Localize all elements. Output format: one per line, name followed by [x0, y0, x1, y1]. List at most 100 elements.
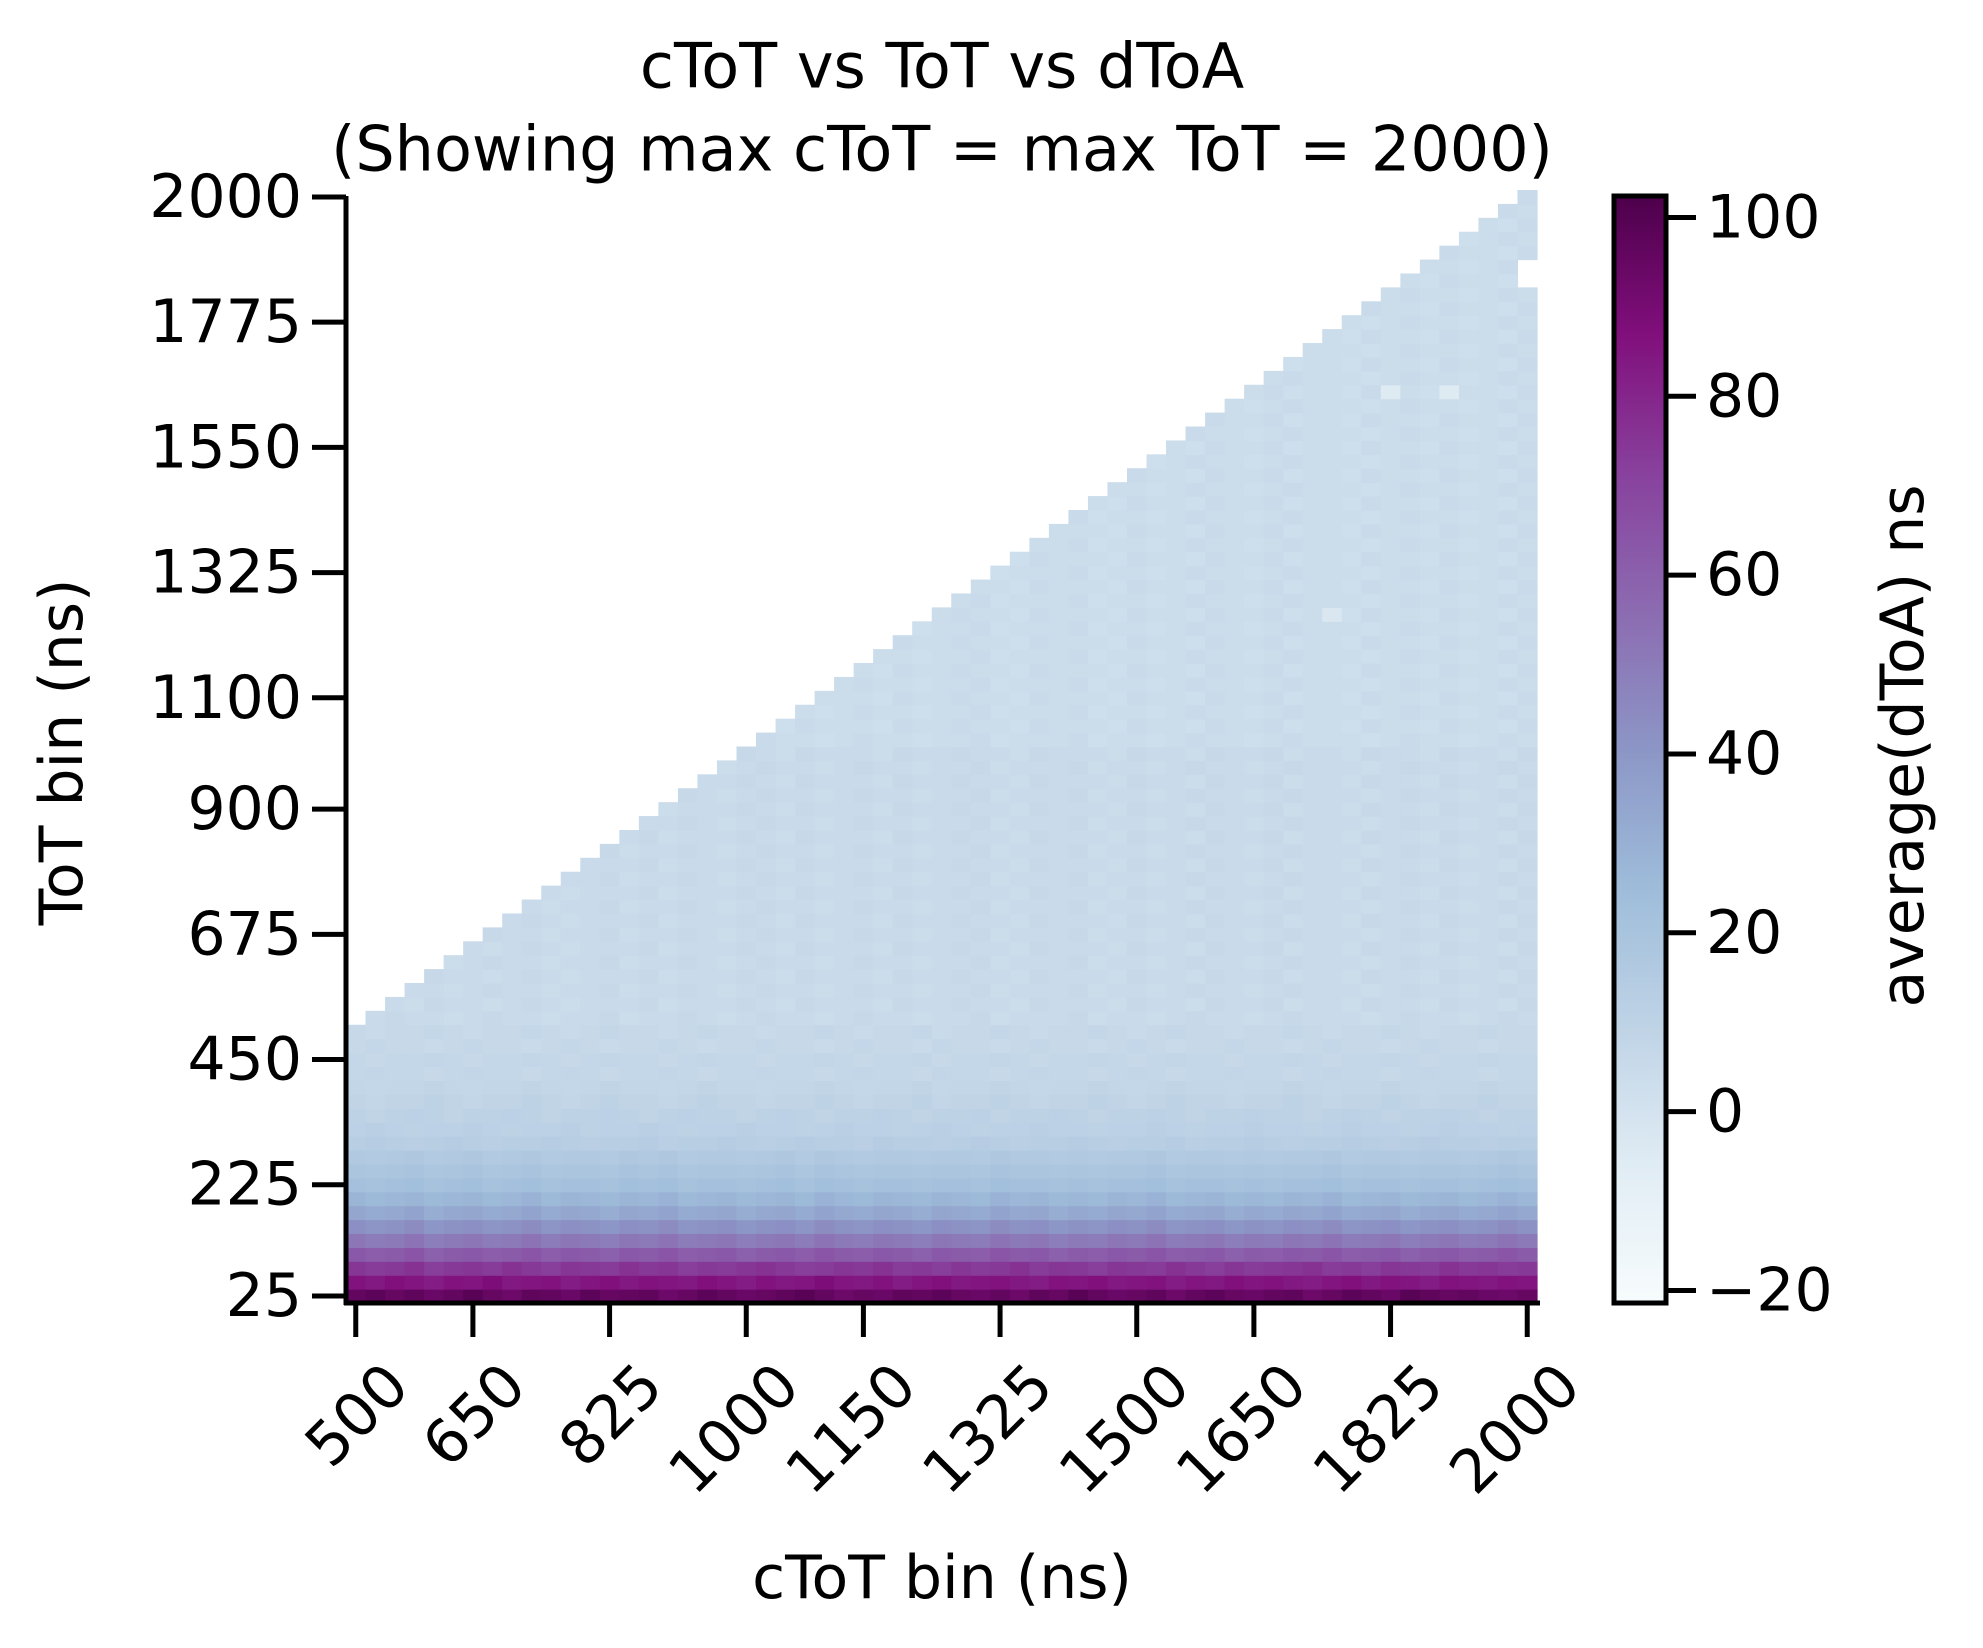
heatmap-cell [1322, 1094, 1343, 1109]
heatmap-cell [1068, 1149, 1089, 1165]
heatmap-cell [1087, 718, 1109, 734]
heatmap-cell [1126, 1024, 1148, 1040]
heatmap-cell [990, 802, 1011, 817]
heatmap-cell [1400, 1136, 1421, 1151]
heatmap-cell [1029, 593, 1050, 608]
heatmap-cell [1068, 941, 1089, 956]
heatmap-cell [912, 843, 933, 859]
heatmap-cell [1263, 1094, 1284, 1109]
heatmap-cell [1302, 621, 1323, 636]
heatmap-cell [521, 941, 542, 956]
heatmap-cell [1419, 398, 1440, 414]
heatmap-cell [1439, 760, 1460, 775]
heatmap-cell [1458, 454, 1480, 469]
heatmap-cell [1439, 885, 1460, 901]
heatmap-cell [834, 774, 855, 789]
heatmap-cell [385, 1010, 406, 1026]
heatmap-cell [1244, 843, 1265, 859]
heatmap-cell [1439, 440, 1460, 455]
heatmap-cell [1146, 732, 1167, 748]
heatmap-cell [1341, 718, 1362, 734]
heatmap-cell [1126, 704, 1148, 720]
heatmap-cell [658, 1038, 679, 1054]
heatmap-cell [1107, 607, 1128, 622]
heatmap-cell [951, 676, 972, 692]
heatmap-cell [677, 843, 699, 859]
heatmap-cell [1361, 1149, 1382, 1165]
heatmap-cell [853, 829, 874, 845]
heatmap-cell [1439, 356, 1460, 372]
heatmap-cell [1302, 1136, 1323, 1151]
heatmap-cell [951, 1247, 972, 1262]
heatmap-cell [1126, 635, 1148, 650]
heatmap-cell [775, 927, 796, 942]
heatmap-cell [1224, 1080, 1245, 1095]
heatmap-cell [1517, 1094, 1538, 1109]
heatmap-cell [990, 969, 1011, 984]
heatmap-cell [853, 885, 874, 901]
heatmap-cell [1361, 1122, 1382, 1137]
heatmap-cell [1263, 440, 1284, 455]
colorbar [1614, 196, 1666, 1303]
heatmap-cell [1244, 1149, 1265, 1165]
heatmap-cell [1166, 635, 1187, 650]
heatmap-cell [1107, 649, 1128, 664]
heatmap-cell [658, 899, 679, 915]
heatmap-cell [443, 1038, 464, 1054]
heatmap-cell [1205, 1094, 1226, 1109]
heatmap-cell [580, 941, 601, 956]
heatmap-cell [1458, 621, 1480, 636]
heatmap-cell [1087, 788, 1109, 803]
heatmap-cell [1126, 718, 1148, 734]
heatmap-cell [1380, 732, 1401, 748]
heatmap-cell [1419, 941, 1440, 956]
heatmap-cell [756, 788, 777, 803]
heatmap-cell [1009, 676, 1030, 692]
heatmap-cell [1205, 899, 1226, 915]
heatmap-cell [619, 1024, 640, 1040]
heatmap-cell [1107, 1149, 1128, 1165]
heatmap-cell [580, 1163, 601, 1179]
heatmap-cell [736, 746, 757, 762]
heatmap-cell [1283, 690, 1304, 706]
heatmap-cell [1361, 816, 1382, 831]
heatmap-cell [736, 885, 757, 901]
heatmap-cell [1302, 899, 1323, 915]
heatmap-cell [853, 760, 874, 775]
heatmap-cell [951, 1261, 972, 1276]
heatmap-cell [1302, 398, 1323, 414]
heatmap-cell [560, 1177, 581, 1193]
heatmap-cell [970, 718, 991, 734]
heatmap-cell [795, 885, 816, 901]
heatmap-cell [1166, 704, 1187, 720]
heatmap-cell [1322, 983, 1343, 998]
heatmap-cell [424, 1247, 445, 1262]
heatmap-cell [697, 1163, 718, 1179]
heatmap-cell [1185, 523, 1206, 539]
colorbar-tick-label: 100 [1706, 182, 1821, 252]
heatmap-cell [1361, 843, 1382, 859]
heatmap-cell [1068, 537, 1089, 553]
heatmap-cell [443, 1163, 464, 1179]
heatmap-cell [1009, 857, 1030, 873]
heatmap-cell [1205, 996, 1226, 1012]
heatmap-cell [1146, 1289, 1167, 1304]
heatmap-cell [1166, 857, 1187, 873]
heatmap-cell [873, 1289, 894, 1304]
heatmap-cell [1419, 579, 1440, 595]
heatmap-cell [1419, 1233, 1440, 1248]
heatmap-cell [1419, 996, 1440, 1012]
heatmap-cell [1244, 551, 1265, 567]
heatmap-cell [1087, 676, 1109, 692]
heatmap-cell [1146, 607, 1167, 622]
heatmap-cell [853, 802, 874, 817]
heatmap-cell [990, 760, 1011, 775]
heatmap-cell [1458, 732, 1480, 748]
heatmap-cell [521, 1052, 542, 1068]
heatmap-cell [716, 1219, 738, 1235]
heatmap-cell [795, 1052, 816, 1068]
heatmap-cell [1341, 690, 1362, 706]
heatmap-cell [599, 1233, 620, 1248]
heatmap-cell [1400, 663, 1421, 678]
heatmap-cell [560, 871, 581, 887]
